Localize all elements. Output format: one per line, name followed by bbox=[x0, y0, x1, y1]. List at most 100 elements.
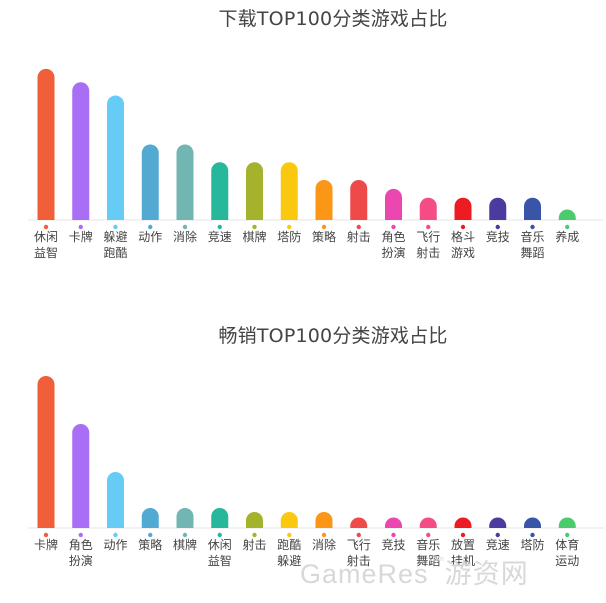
downloads-category-label-6: 棋牌 bbox=[242, 230, 266, 244]
grossing-bar-1 bbox=[72, 424, 90, 528]
grossing-bar-15 bbox=[558, 517, 576, 528]
downloads-category-label-14: 音乐舞蹈 bbox=[520, 229, 544, 260]
downloads-category-label-0: 休闲益智 bbox=[34, 230, 58, 260]
grossing-category-label-0: 卡牌 bbox=[34, 538, 58, 552]
downloads-bar-9 bbox=[350, 180, 368, 220]
grossing-dot-13 bbox=[495, 532, 500, 538]
downloads-dot-3 bbox=[148, 224, 153, 230]
downloads-dot-11 bbox=[426, 224, 431, 230]
grossing-category-label-3: 策略 bbox=[138, 537, 162, 552]
downloads-category-label-12: 格斗游戏 bbox=[451, 229, 475, 260]
downloads-dot-4 bbox=[182, 224, 188, 230]
downloads-bar-12 bbox=[454, 197, 472, 220]
downloads-bar-1 bbox=[72, 82, 90, 220]
grossing-dot-12 bbox=[460, 532, 466, 538]
downloads-dot-7 bbox=[287, 224, 292, 230]
downloads-dot-12 bbox=[460, 224, 466, 230]
downloads-category-label-11: 飞行射击 bbox=[416, 230, 440, 260]
grossing-bar-10 bbox=[385, 517, 402, 528]
downloads-bar-14 bbox=[524, 197, 541, 220]
downloads-category-label-8: 策略 bbox=[312, 229, 336, 244]
downloads-category-label-2: 躲避跑酷 bbox=[103, 229, 127, 260]
grossing-dot-14 bbox=[530, 532, 535, 538]
downloads-bar-6 bbox=[246, 162, 263, 220]
downloads-dot-5 bbox=[217, 224, 222, 230]
grossing-bar-7 bbox=[280, 512, 298, 528]
grossing-bar-4 bbox=[176, 508, 194, 528]
grossing-bar-8 bbox=[315, 512, 333, 528]
downloads-bar-8 bbox=[315, 180, 333, 220]
grossing-bar-12 bbox=[454, 517, 472, 528]
grossing-dot-7 bbox=[287, 532, 292, 538]
grossing-category-label-8: 消除 bbox=[312, 537, 336, 552]
chart-title-grossing: 畅销TOP100分类游戏占比 bbox=[218, 325, 448, 347]
grossing-dot-4 bbox=[182, 532, 188, 538]
grossing-category-label-11: 音乐舞蹈 bbox=[416, 537, 440, 568]
grossing-bar-11 bbox=[419, 517, 437, 528]
downloads-dot-1 bbox=[78, 224, 83, 230]
downloads-dot-10 bbox=[391, 224, 396, 230]
watermark: GameRescom游资网 bbox=[300, 556, 529, 589]
downloads-category-label-1: 卡牌 bbox=[69, 230, 93, 244]
grossing-dot-11 bbox=[426, 532, 431, 538]
grossing-dot-1 bbox=[78, 532, 83, 538]
downloads-dot-14 bbox=[530, 224, 535, 230]
downloads-bar-0 bbox=[37, 68, 55, 220]
grossing-bar-6 bbox=[246, 512, 263, 528]
downloads-dot-9 bbox=[356, 224, 361, 230]
downloads-category-label-10: 角色扮演 bbox=[381, 230, 405, 260]
grossing-dot-6 bbox=[252, 532, 257, 538]
downloads-bar-4 bbox=[176, 144, 194, 220]
downloads-category-label-13: 竞技 bbox=[486, 230, 510, 244]
downloads-bar-10 bbox=[385, 188, 402, 220]
grossing-category-label-4: 棋牌 bbox=[173, 538, 197, 552]
downloads-bar-11 bbox=[419, 197, 437, 220]
grossing-dot-8 bbox=[321, 532, 327, 538]
grossing-category-label-10: 竞技 bbox=[381, 538, 405, 552]
downloads-dot-2 bbox=[113, 224, 118, 230]
downloads-bar-2 bbox=[107, 95, 124, 220]
chart-title-downloads: 下载TOP100分类游戏占比 bbox=[218, 8, 448, 30]
grossing-category-label-15: 体育运动 bbox=[555, 537, 579, 568]
grossing-category-label-9: 飞行射击 bbox=[347, 538, 371, 568]
downloads-bar-3 bbox=[141, 144, 159, 220]
grossing-category-label-1: 角色扮演 bbox=[69, 538, 93, 568]
grossing-dot-2 bbox=[113, 532, 118, 538]
grossing-bar-3 bbox=[141, 508, 159, 528]
watermark-sub: com bbox=[428, 556, 445, 563]
downloads-category-label-9: 射击 bbox=[347, 229, 371, 244]
grossing-category-label-5: 休闲益智 bbox=[208, 538, 232, 568]
grossing-dot-3 bbox=[148, 532, 153, 538]
grossing-dot-9 bbox=[356, 532, 361, 538]
grossing-bar-14 bbox=[524, 517, 541, 528]
downloads-dot-8 bbox=[321, 224, 327, 230]
grossing-category-label-14: 塔防 bbox=[520, 537, 544, 552]
downloads-bar-13 bbox=[489, 197, 507, 220]
downloads-category-label-4: 消除 bbox=[173, 229, 197, 244]
grossing-category-label-7: 跑酷躲避 bbox=[277, 538, 301, 568]
grossing-category-label-2: 动作 bbox=[103, 538, 127, 552]
grossing-category-label-12: 放置挂机 bbox=[451, 537, 475, 568]
downloads-category-label-15: 养成 bbox=[555, 229, 579, 244]
downloads-bar-15 bbox=[558, 209, 576, 220]
downloads-dot-6 bbox=[252, 224, 257, 230]
grossing-bar-5 bbox=[211, 508, 229, 528]
grossing-bar-9 bbox=[350, 517, 368, 528]
downloads-category-label-3: 动作 bbox=[138, 230, 162, 244]
grossing-category-label-13: 竞速 bbox=[486, 538, 510, 552]
grossing-bar-13 bbox=[489, 517, 507, 528]
grossing-dot-0 bbox=[43, 532, 49, 538]
downloads-dot-0 bbox=[43, 224, 49, 230]
downloads-category-label-7: 塔防 bbox=[277, 229, 301, 244]
downloads-bar-7 bbox=[280, 162, 298, 220]
downloads-dot-15 bbox=[565, 224, 570, 230]
grossing-dot-10 bbox=[391, 532, 396, 538]
grossing-bar-0 bbox=[37, 376, 55, 528]
grossing-category-label-6: 射击 bbox=[242, 537, 266, 552]
downloads-category-label-5: 竞速 bbox=[208, 230, 232, 244]
grossing-dot-15 bbox=[565, 532, 570, 538]
downloads-dot-13 bbox=[495, 224, 500, 230]
grossing-bar-2 bbox=[107, 472, 124, 528]
